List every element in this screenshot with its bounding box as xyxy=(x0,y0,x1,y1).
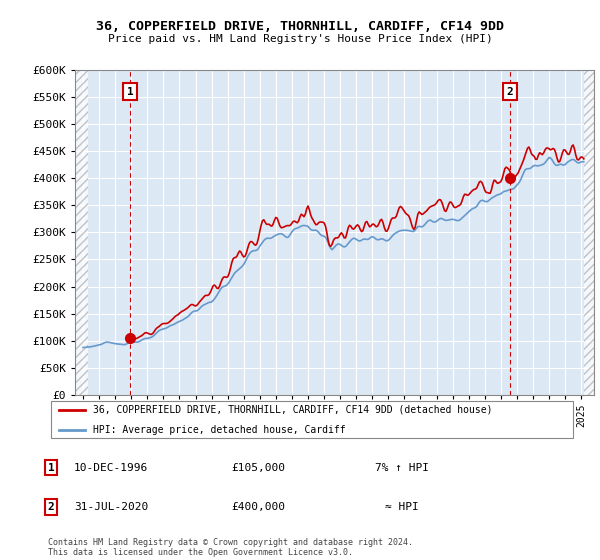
Text: 10-DEC-1996: 10-DEC-1996 xyxy=(74,463,148,473)
Text: Contains HM Land Registry data © Crown copyright and database right 2024.
This d: Contains HM Land Registry data © Crown c… xyxy=(48,538,413,557)
Text: Price paid vs. HM Land Registry's House Price Index (HPI): Price paid vs. HM Land Registry's House … xyxy=(107,34,493,44)
Text: 36, COPPERFIELD DRIVE, THORNHILL, CARDIFF, CF14 9DD (detached house): 36, COPPERFIELD DRIVE, THORNHILL, CARDIF… xyxy=(93,405,493,415)
Bar xyxy=(75,70,88,395)
Text: 2: 2 xyxy=(47,502,55,512)
Text: 36, COPPERFIELD DRIVE, THORNHILL, CARDIFF, CF14 9DD: 36, COPPERFIELD DRIVE, THORNHILL, CARDIF… xyxy=(96,20,504,32)
Text: 7% ↑ HPI: 7% ↑ HPI xyxy=(375,463,429,473)
Text: HPI: Average price, detached house, Cardiff: HPI: Average price, detached house, Card… xyxy=(93,425,346,435)
Bar xyxy=(584,70,597,395)
Text: £105,000: £105,000 xyxy=(231,463,285,473)
FancyBboxPatch shape xyxy=(50,402,574,437)
Text: 31-JUL-2020: 31-JUL-2020 xyxy=(74,502,148,512)
Text: ≈ HPI: ≈ HPI xyxy=(385,502,419,512)
Text: 2: 2 xyxy=(507,87,514,97)
Text: 1: 1 xyxy=(127,87,133,97)
Text: £400,000: £400,000 xyxy=(231,502,285,512)
Text: 1: 1 xyxy=(47,463,55,473)
